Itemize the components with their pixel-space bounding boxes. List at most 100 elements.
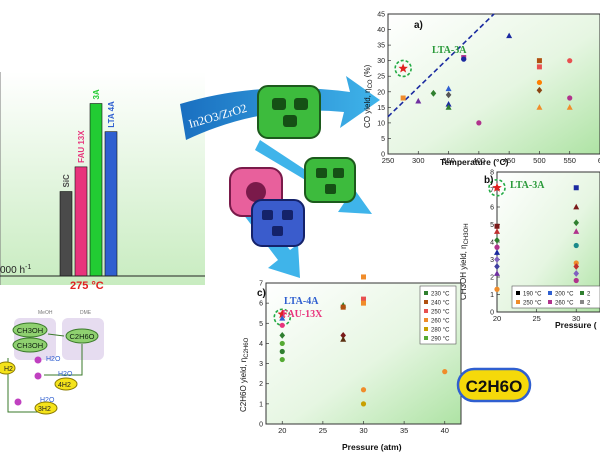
y-tick-label: 6 <box>259 301 263 308</box>
bar-label: FAU 13X <box>77 130 86 163</box>
chart-b-content: 0 1 2 3 4 5 6 7 8 20 25 30 190 °C 200 °C 2 250 °C 260 °C… <box>488 170 600 323</box>
legend-marker <box>548 291 552 295</box>
legend-entry: 250 °C <box>431 310 450 316</box>
legend-marker <box>516 300 520 304</box>
legend-entry: 260 °C <box>555 301 574 307</box>
x-tick-label: 25 <box>532 314 540 323</box>
bar-temperature-label: 275 °C <box>70 280 104 292</box>
legend-entry: 260 °C <box>431 319 450 325</box>
legend-entry: 2 <box>587 301 591 307</box>
x-tick-label: 35 <box>400 426 408 435</box>
data-point <box>360 387 367 393</box>
data-point <box>494 249 500 255</box>
chart-a: 0 5 10 15 20 25 30 35 40 45 250 300 350 400 450 500 550 6… <box>363 12 600 167</box>
c2h6o-text: C2H6O <box>69 332 94 341</box>
3h2-text: 3H2 <box>38 406 51 413</box>
bar-3a <box>89 103 103 277</box>
chart-b-xlabel: Pressure ( <box>555 320 597 330</box>
legend-marker <box>548 300 552 304</box>
data-point <box>566 104 573 110</box>
legend-marker <box>580 291 584 295</box>
data-point <box>536 104 543 110</box>
legend-entry: 230 °C <box>431 292 450 298</box>
scheme-node-2 <box>34 372 42 380</box>
ch3oh-text-bottom: CH3OH <box>17 341 43 350</box>
data-point <box>279 356 285 363</box>
data-point <box>415 97 422 104</box>
legend-entry: 280 °C <box>431 328 450 334</box>
x-tick-label: 6 <box>598 156 600 165</box>
bar-lta-4a <box>104 131 118 277</box>
data-point <box>494 236 500 244</box>
data-point <box>573 242 579 249</box>
product-badge: C2H6O <box>456 367 532 403</box>
x-tick-label: 30 <box>572 314 580 323</box>
chart-c-content: 0 1 2 3 4 5 6 7 20 25 30 35 40 230 °C 240 °C 250 °C 260 … <box>259 274 457 435</box>
chart-a-panel-letter: a) <box>414 20 423 31</box>
meoh-label: MeOH <box>38 310 53 316</box>
data-point <box>360 401 367 407</box>
data-point <box>536 86 543 94</box>
lta-cage-blue <box>251 199 305 247</box>
legend-marker <box>580 300 584 304</box>
chart-a-annotation: LTA-3A <box>432 45 467 56</box>
y-tick-label: 0 <box>381 152 385 159</box>
y-tick-label: 8 <box>490 170 494 177</box>
legend-marker <box>424 336 428 340</box>
h2o-label-3: H2O <box>40 397 55 404</box>
data-point <box>445 91 452 99</box>
chart-b-annotation: LTA-3A <box>510 180 545 191</box>
scheme-return-line <box>44 344 83 376</box>
data-point <box>476 120 482 126</box>
lta-cage-green-top <box>257 85 321 139</box>
data-point <box>400 95 406 101</box>
data-point <box>430 89 437 97</box>
legend-marker <box>424 327 428 331</box>
y-tick-label: 45 <box>377 12 385 19</box>
x-tick-label: 450 <box>503 156 516 165</box>
y-tick-label: 2 <box>490 275 494 282</box>
legend-entry: 200 °C <box>555 292 574 298</box>
chart-b-panel-letter: b) <box>484 175 493 186</box>
data-point <box>279 348 285 355</box>
y-tick-label: 10 <box>377 120 385 127</box>
bar-panel-background <box>0 72 205 285</box>
chart-a-content: 0 5 10 15 20 25 30 35 40 45 250 300 350 400 450 500 550 6 <box>377 12 600 165</box>
data-point <box>494 263 500 270</box>
highlight-ring <box>394 59 412 78</box>
product-badge-shape <box>456 367 532 403</box>
data-point <box>361 300 366 306</box>
y-tick-label: 0 <box>259 422 263 429</box>
chart-a-xlabel: Temperature (°C) <box>440 157 509 167</box>
y-tick-label: 25 <box>377 74 385 81</box>
data-point <box>573 203 580 210</box>
bar-chart-panel: SiC FAU 13X 3A LTA 4A 000 h-1 275 °C <box>0 72 205 292</box>
h2o-label-1: H2O <box>46 356 61 363</box>
ghsv-label: 000 h-1 <box>0 264 31 276</box>
bar-label: 3A <box>92 89 101 99</box>
ch3oh-node-bottom <box>12 337 48 353</box>
ch3oh-node-top <box>12 322 48 338</box>
y-tick-label: 3 <box>490 257 494 264</box>
y-tick-label: 6 <box>490 205 494 212</box>
x-tick-label: 20 <box>493 314 501 323</box>
reaction-scheme: MeOH DME CH3OH CH3OH C2H6O H2O H2O H2O H… <box>0 296 200 446</box>
chart-c-ylabel: C2H6O yield, ηC2H6O <box>239 337 250 412</box>
y-tick-label: 20 <box>377 89 385 96</box>
data-point <box>277 309 287 319</box>
legend-marker <box>424 309 428 313</box>
data-point <box>536 64 542 70</box>
chart-b: 0 1 2 3 4 5 6 7 8 20 25 30 190 °C 200 °C 2 250 °C 260 °C… <box>459 170 600 330</box>
y-tick-label: 15 <box>377 105 385 112</box>
data-point <box>567 58 573 64</box>
data-point <box>445 104 452 110</box>
data-point <box>279 340 285 347</box>
y-tick-label: 35 <box>377 43 385 50</box>
data-point <box>494 223 500 229</box>
data-point <box>492 182 502 192</box>
data-point <box>506 32 513 39</box>
y-tick-label: 3 <box>259 361 263 368</box>
x-tick-label: 350 <box>442 156 455 165</box>
x-tick-label: 400 <box>473 156 486 165</box>
